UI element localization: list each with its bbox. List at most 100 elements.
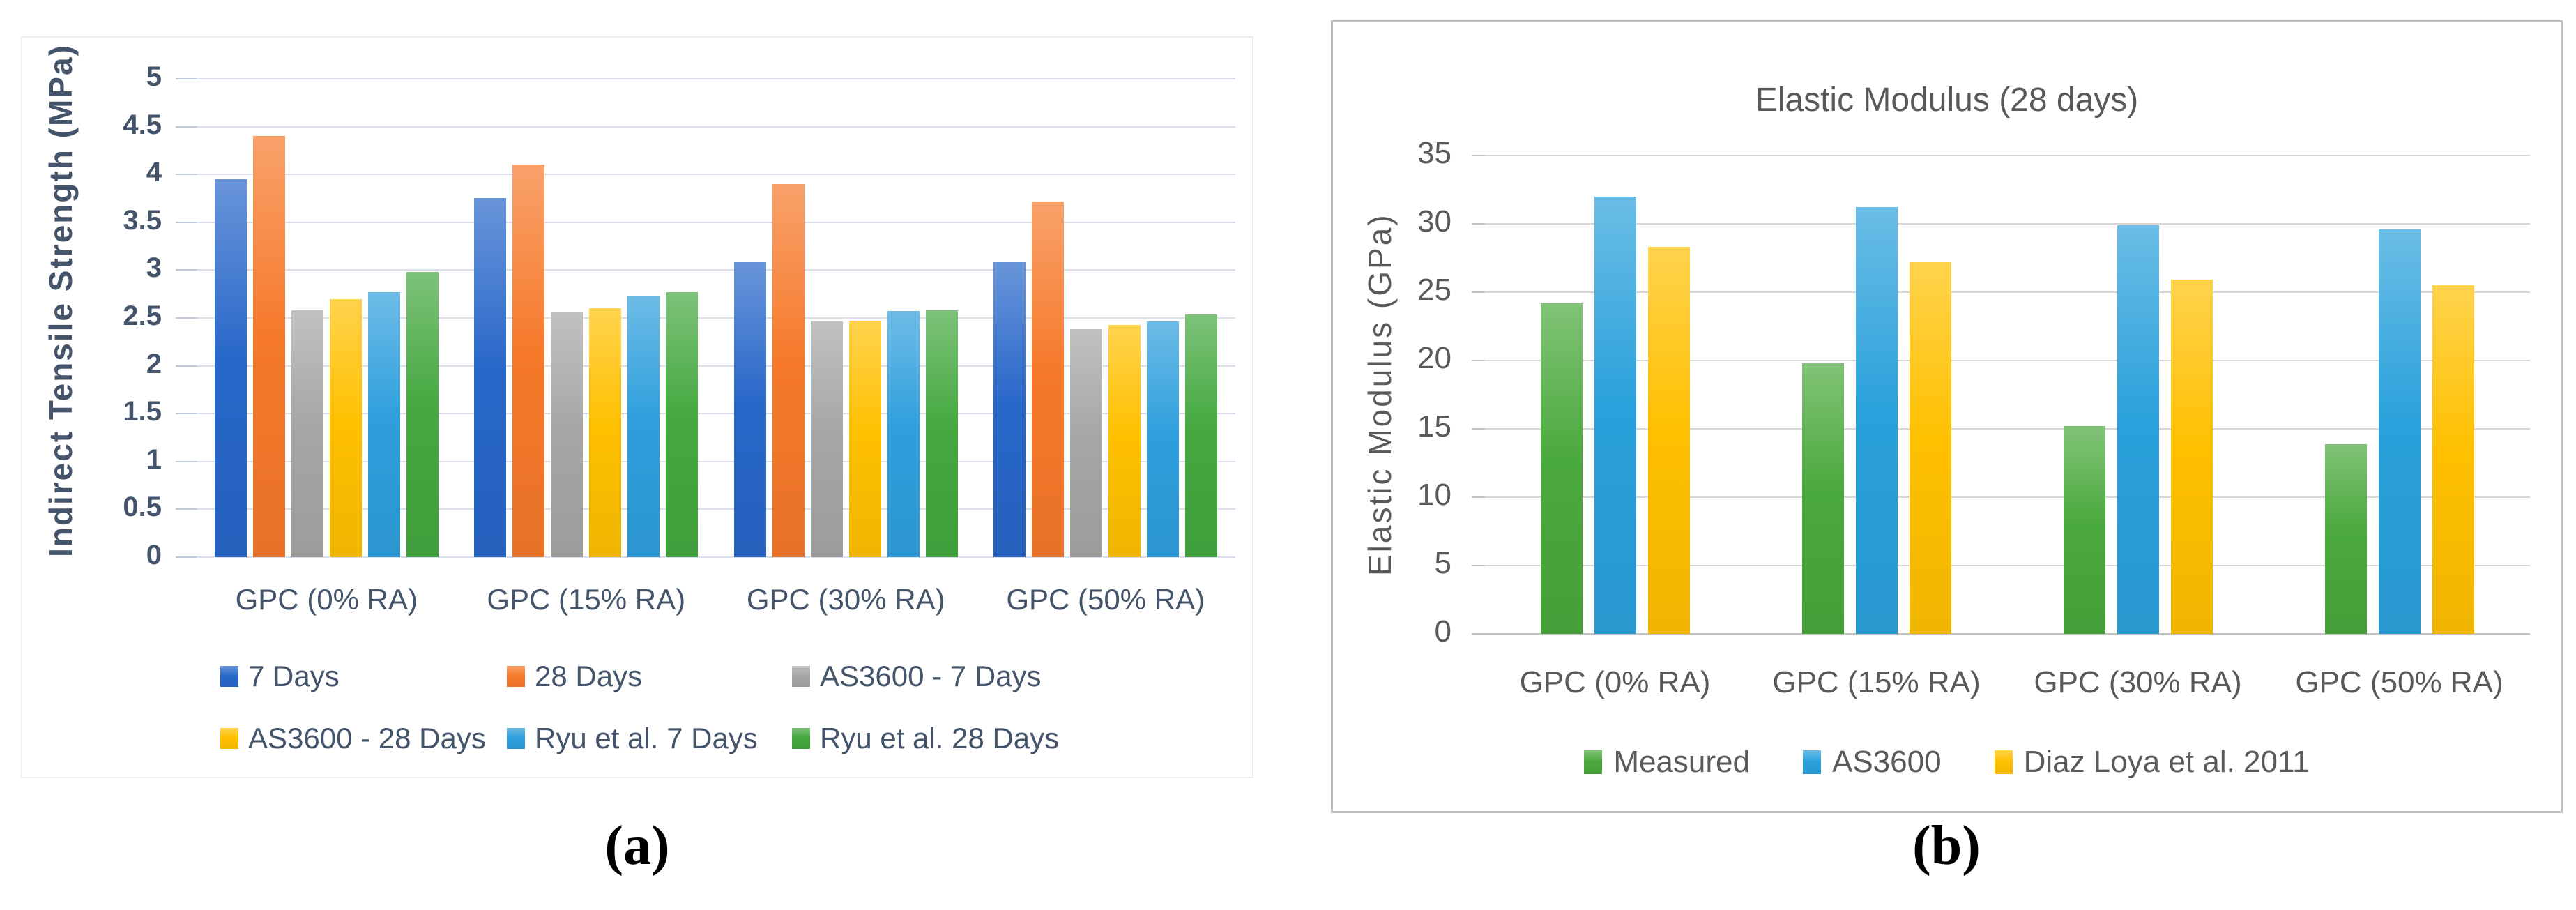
y-tick-label: 3 [146,252,162,284]
bar [589,308,621,557]
bar [330,299,362,557]
gridline [1484,428,2530,430]
bar [1108,325,1141,557]
legend-swatch [507,728,525,749]
gridline [197,174,1235,176]
y-tick-label: 2 [146,348,162,379]
legend-item: Measured [1584,745,1750,780]
legend-label: AS3600 [1831,745,1942,779]
x-axis-category-label: GPC (30% RA) [2034,665,2242,699]
x-axis-category-label: GPC (15% RA) [1772,665,1981,699]
chart-panel-b: Elastic Modulus (28 days) Elastic Modulu… [1331,20,2563,813]
axis-tick-mark [176,78,197,79]
axis-tick-mark [176,221,197,223]
chart-title: Elastic Modulus (28 days) [1755,82,2139,119]
bar [1594,197,1636,634]
y-tick-label: 15 [1417,409,1451,443]
legend-label: Diaz Loya et al. 2011 [2023,745,2310,779]
legend-swatch [792,728,810,749]
legend-item: AS3600 - 28 Days [220,722,486,755]
gridline [197,556,1235,558]
gridline [1484,360,2530,361]
axis-tick-mark [176,556,197,558]
gridline [197,126,1235,128]
legend-swatch [1802,750,1821,774]
axis-tick-mark [1472,633,1484,635]
x-axis-category-label: GPC (15% RA) [487,583,686,616]
gridline [197,78,1235,79]
axis-tick-mark [176,174,197,176]
bar [887,311,920,557]
legend-item: Diaz Loya et al. 2011 [1994,745,2310,780]
gridline [197,317,1235,319]
bar [2117,225,2159,634]
gridline [197,365,1235,367]
axis-tick-mark [1472,565,1484,566]
y-tick-label: 0 [1434,614,1451,649]
legend-item: AS3600 - 7 Days [792,660,1042,693]
gridline [197,460,1235,462]
gridline [1484,155,2530,156]
axis-tick-mark [1472,360,1484,361]
legend-swatch [507,666,525,687]
y-tick-label: 3.5 [123,204,162,236]
legend-swatch [792,666,810,687]
subfigure-label-b: (b) [1912,815,1981,877]
legend-item: Ryu et al. 28 Days [792,722,1059,755]
legend-label: 7 Days [248,660,340,692]
axis-tick-mark [176,269,197,271]
bar [2432,285,2474,634]
y-tick-label: 20 [1417,341,1451,375]
axis-tick-mark [176,508,197,510]
y-tick-label: 35 [1417,136,1451,170]
bar [1185,314,1217,557]
axis-tick-mark [176,460,197,462]
y-tick-label: 1 [146,443,162,475]
bar [2171,280,2213,634]
axis-tick-mark [1472,223,1484,225]
axis-tick-mark [176,365,197,367]
axis-tick-mark [1472,496,1484,498]
y-tick-label: 30 [1417,204,1451,238]
bar [368,292,400,557]
bar [1070,329,1102,557]
x-axis-category-label: GPC (0% RA) [1519,665,1711,699]
legend-item: 28 Days [507,660,642,693]
bar [666,292,698,557]
y-tick-label: 25 [1417,273,1451,307]
legend-item: Ryu et al. 7 Days [507,722,758,755]
plot-area [1484,156,2530,634]
y-tick-label: 2.5 [123,301,162,331]
axis-tick-mark [1472,291,1484,293]
bar [1541,303,1583,634]
bar [2379,229,2421,634]
gridline [1484,565,2530,566]
legend-label: Ryu et al. 7 Days [535,722,758,754]
y-tick-label: 4.5 [123,109,162,140]
y-tick-label: 0.5 [123,492,162,523]
gridline [197,413,1235,415]
y-tick-label: 4 [146,157,162,188]
bar [849,321,881,557]
bar [926,310,958,557]
bar [291,310,323,557]
bar [406,272,439,557]
bar [1802,363,1844,634]
axis-tick-mark [176,317,197,319]
bar [474,198,506,557]
legend-item: 7 Days [220,660,340,693]
legend-swatch [220,728,238,749]
legend-label: Ryu et al. 28 Days [820,722,1060,754]
axis-tick-mark [1472,155,1484,156]
y-tick-label: 5 [1434,546,1451,580]
x-axis-category-label: GPC (50% RA) [2295,665,2503,699]
gridline [1484,496,2530,498]
bar [993,262,1026,557]
gridline [1484,291,2530,293]
subfigure-label-a: (a) [604,815,670,877]
gridline [197,508,1235,510]
chart-panel-a: Indirect Tensile Strength (MPa) 0 0.5 1 1.5… [21,36,1253,778]
bar [253,136,285,557]
bar [512,165,544,557]
